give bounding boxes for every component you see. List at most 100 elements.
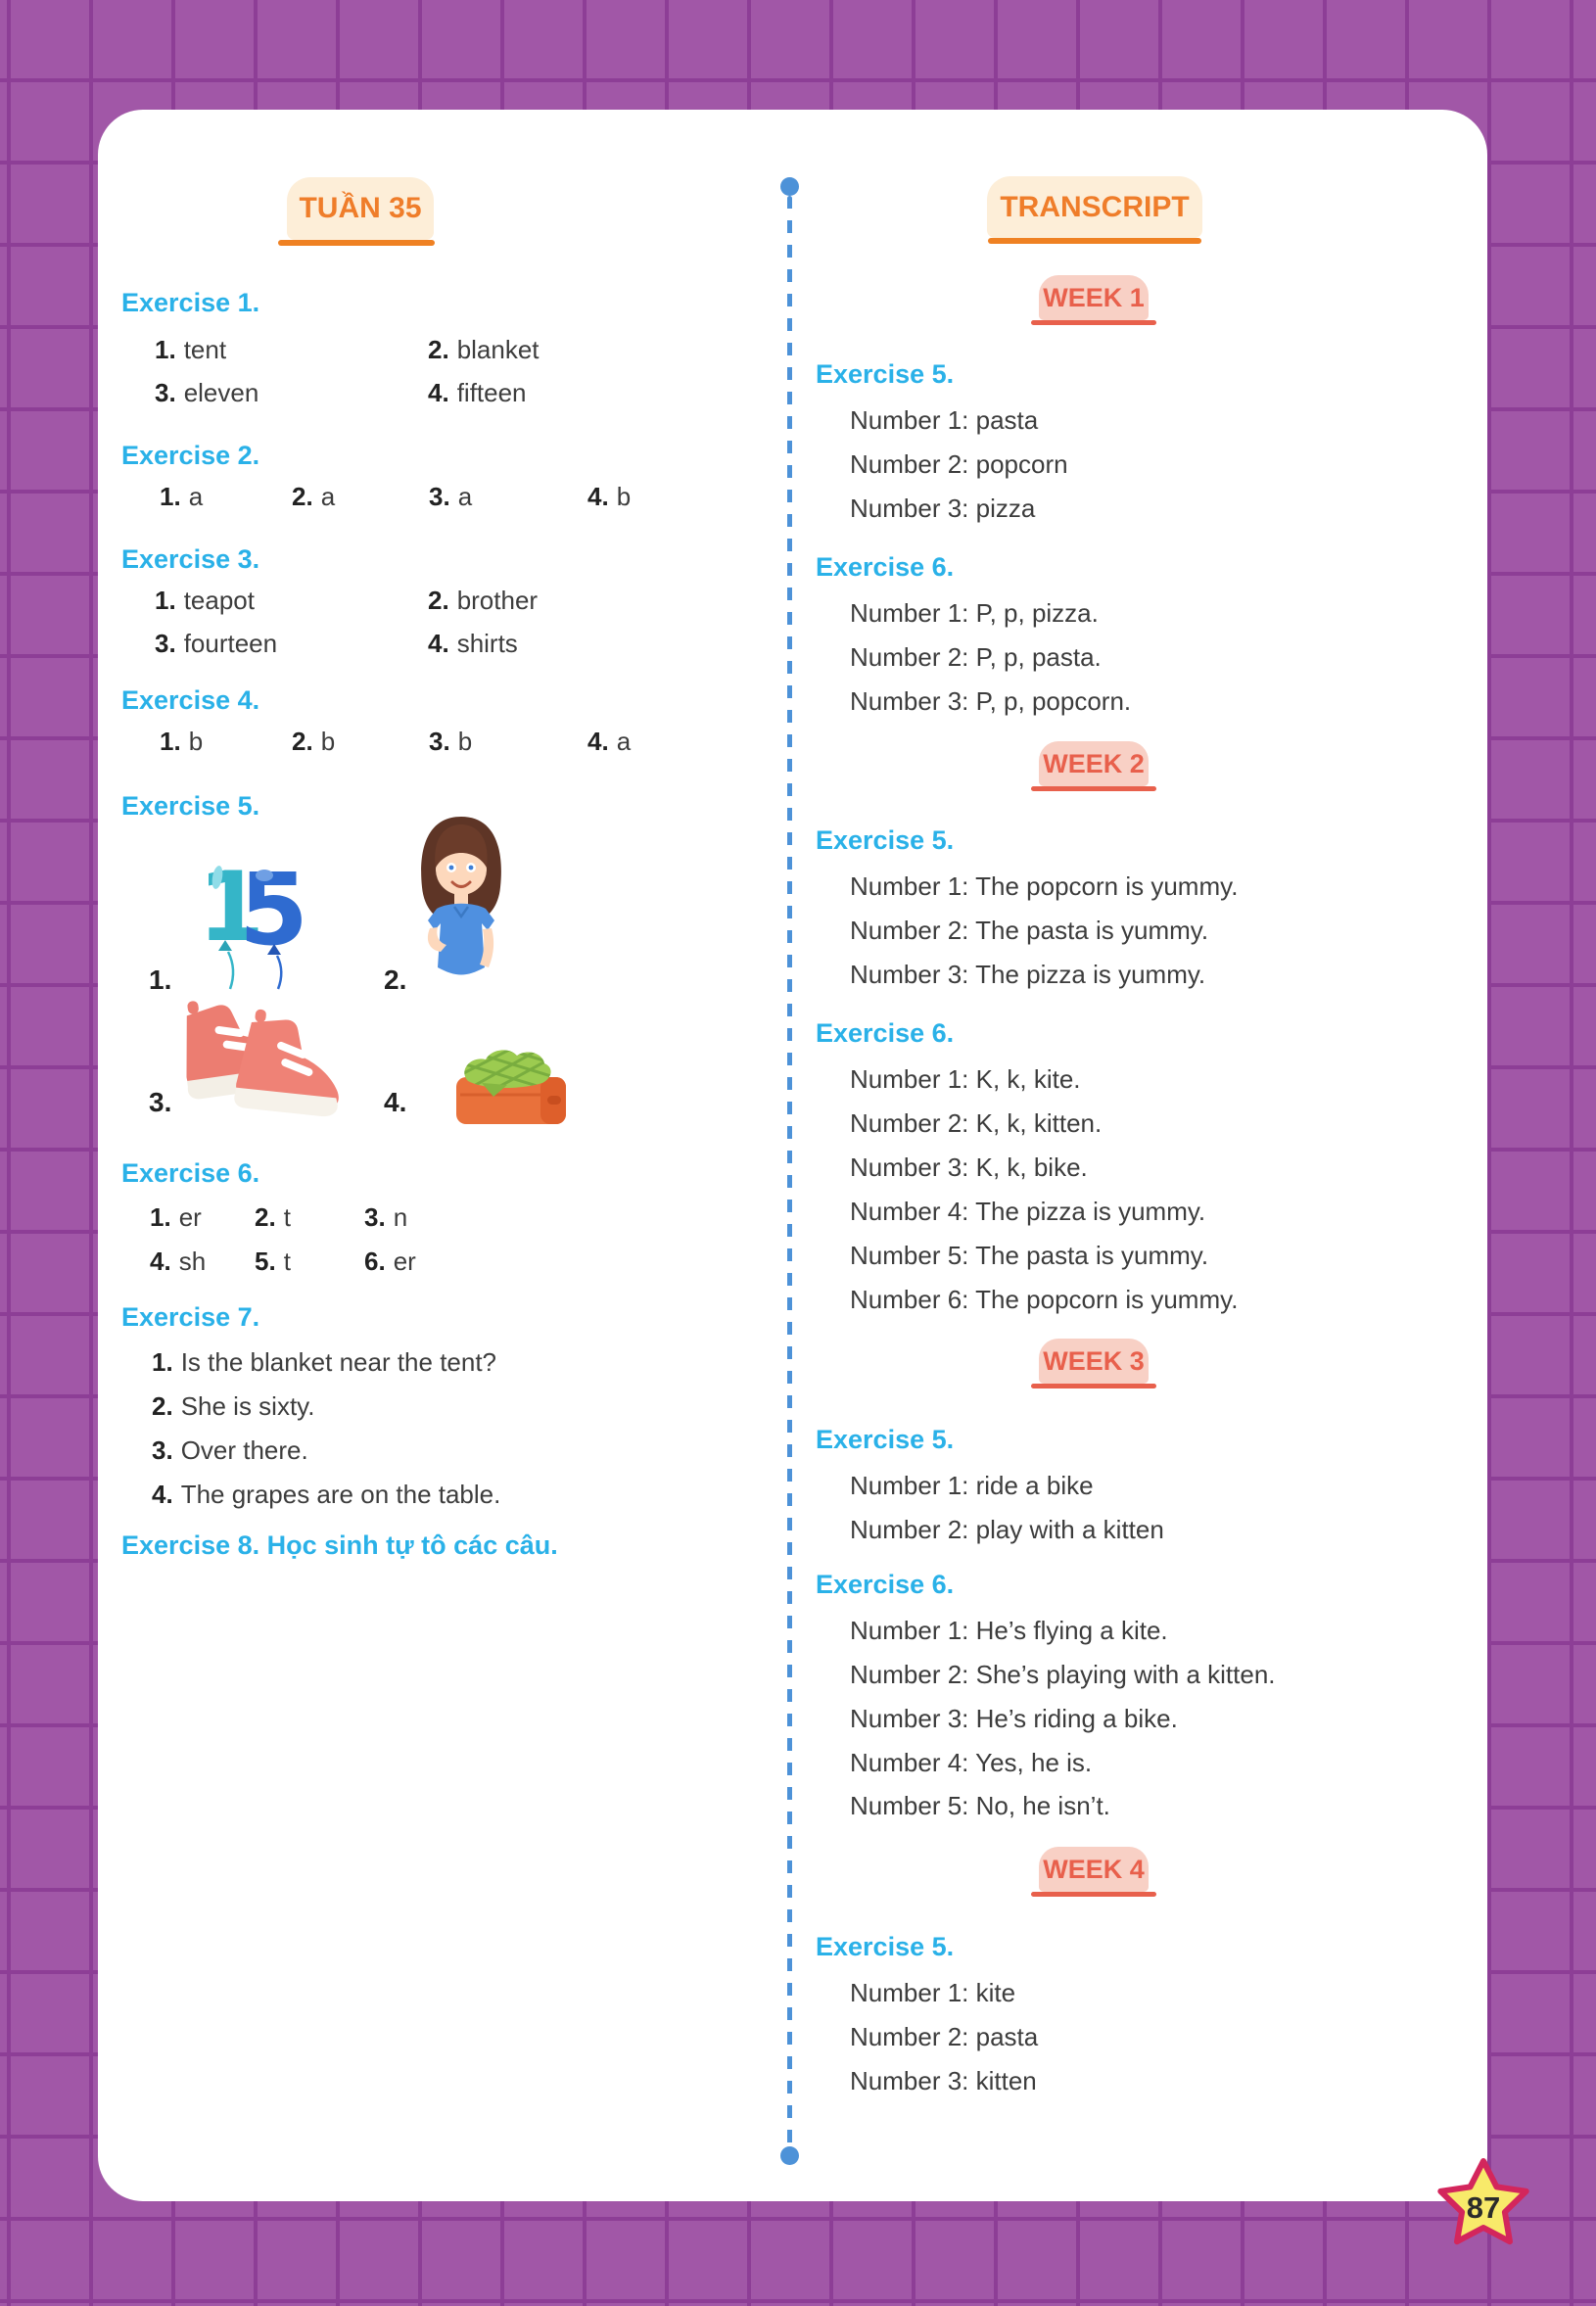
answer-item: 4. b — [587, 482, 631, 512]
answer-number: 4. — [587, 727, 609, 756]
answer-number: 3. — [155, 629, 176, 658]
exercise-8-heading: Exercise 8. Học sinh tự tô các câu. — [121, 1530, 558, 1560]
divider-top-dot — [780, 177, 799, 196]
svg-text:1: 1 — [198, 852, 264, 964]
divider-bottom-dot — [780, 2146, 799, 2165]
answer-text: t — [283, 1202, 291, 1232]
answer-item: 1. b — [160, 727, 203, 757]
transcript-line: Number 3: The pizza is yummy. — [850, 960, 1206, 989]
exercise-3-heading: Exercise 3. — [121, 544, 260, 574]
answer-item: 4. The grapes are on the table. — [152, 1480, 500, 1510]
answer-number: 1. — [155, 335, 176, 364]
answer-item: 1. tent — [155, 335, 226, 365]
week4-exercise-5-heading: Exercise 5. — [816, 1932, 955, 1961]
answer-number: 1. — [152, 1347, 173, 1377]
week-1-badge-underline — [1031, 320, 1156, 325]
picture-label: 4. — [384, 1087, 407, 1117]
answer-text: tent — [183, 335, 227, 364]
answer-item: 3. a — [429, 482, 472, 512]
answer-item: 2. brother — [428, 586, 538, 616]
answer-item: 1. a — [160, 482, 203, 512]
answer-number: 4. — [587, 482, 609, 511]
answer-item: 3. b — [429, 727, 472, 757]
answer-item: 1. Is the blanket near the tent? — [152, 1347, 496, 1378]
answer-text: er — [178, 1202, 202, 1232]
answer-text: sh — [178, 1247, 207, 1276]
answer-number: 2. — [292, 727, 313, 756]
transcript-line: Number 2: She’s playing with a kitten. — [850, 1660, 1276, 1689]
answer-item: 3. n — [364, 1202, 407, 1233]
balloon-number-15-image: 1 5 — [198, 852, 308, 990]
transcript-line: Number 3: pizza — [850, 494, 1036, 523]
week-3-badge-underline — [1031, 1384, 1156, 1388]
answer-text: fourteen — [183, 629, 278, 658]
answer-text: Over there. — [180, 1435, 308, 1465]
answer-number: 4. — [150, 1247, 171, 1276]
picture-label: 1. — [149, 965, 172, 995]
week-1-badge-label: WEEK 1 — [1043, 282, 1145, 312]
week-3-badge: WEEK 3 — [1039, 1339, 1149, 1384]
transcript-line: Number 4: Yes, he is. — [850, 1748, 1093, 1777]
answer-number: 4. — [428, 378, 449, 407]
answer-text: blanket — [456, 335, 540, 364]
folded-blanket-image — [456, 1050, 566, 1124]
answer-text: b — [188, 727, 204, 756]
answer-text: b — [457, 727, 473, 756]
exercise-6-heading: Exercise 6. — [121, 1158, 260, 1188]
week-35-badge-label: TUẦN 35 — [299, 192, 422, 224]
transcript-line: Number 3: P, p, popcorn. — [850, 686, 1132, 716]
picture-label: 3. — [149, 1087, 172, 1117]
answer-text: She is sixty. — [180, 1391, 315, 1421]
answer-text: fifteen — [456, 378, 527, 407]
page-number: 87 — [1467, 2190, 1500, 2225]
answer-text: eleven — [183, 378, 259, 407]
transcript-line: Number 1: The popcorn is yummy. — [850, 871, 1239, 901]
worksheet-card — [98, 110, 1487, 2201]
answer-number: 3. — [152, 1435, 173, 1465]
answer-number: 5. — [255, 1247, 276, 1276]
transcript-line: Number 2: popcorn — [850, 449, 1068, 479]
answer-text: Is the blanket near the tent? — [180, 1347, 497, 1377]
answer-number: 2. — [292, 482, 313, 511]
week3-exercise-5-heading: Exercise 5. — [816, 1425, 955, 1454]
transcript-badge: TRANSCRIPT — [987, 176, 1202, 238]
answer-item: 6. er — [364, 1247, 416, 1277]
week-4-badge-label: WEEK 4 — [1043, 1854, 1145, 1884]
transcript-badge-underline — [988, 238, 1201, 244]
exercise-5-heading: Exercise 5. — [121, 791, 260, 821]
answer-text: a — [320, 482, 336, 511]
sneakers-image — [186, 1001, 339, 1117]
transcript-line: Number 3: K, k, bike. — [850, 1153, 1088, 1182]
answer-item: 2. blanket — [428, 335, 540, 365]
answer-text: n — [393, 1202, 408, 1232]
answer-number: 6. — [364, 1247, 386, 1276]
divider-dashed-line — [787, 196, 792, 2149]
week-2-badge-label: WEEK 2 — [1043, 748, 1145, 778]
answer-number: 2. — [428, 335, 449, 364]
transcript-badge-label: TRANSCRIPT — [1000, 190, 1190, 223]
answer-item: 3. Over there. — [152, 1435, 308, 1466]
exercise-7-heading: Exercise 7. — [121, 1302, 260, 1332]
transcript-line: Number 1: kite — [850, 1978, 1016, 2007]
picture-label: 2. — [384, 965, 407, 995]
week-1-badge: WEEK 1 — [1039, 275, 1149, 320]
transcript-line: Number 1: He’s flying a kite. — [850, 1616, 1168, 1645]
answer-text: a — [188, 482, 204, 511]
answer-item: 1. er — [150, 1202, 202, 1233]
answer-text: er — [393, 1247, 416, 1276]
answer-item: 4. sh — [150, 1247, 206, 1277]
transcript-line: Number 6: The popcorn is yummy. — [850, 1285, 1239, 1314]
answer-text: a — [616, 727, 632, 756]
answer-item: 1. teapot — [155, 586, 255, 616]
transcript-line: Number 1: K, k, kite. — [850, 1064, 1081, 1094]
answer-item: 3. eleven — [155, 378, 258, 408]
answer-text: shirts — [456, 629, 518, 658]
answer-item: 2. b — [292, 727, 335, 757]
week-2-badge: WEEK 2 — [1039, 741, 1149, 786]
answer-number: 4. — [152, 1480, 173, 1509]
week-2-badge-underline — [1031, 786, 1156, 791]
answer-number: 2. — [428, 586, 449, 615]
answer-number: 1. — [155, 586, 176, 615]
answer-text: b — [616, 482, 632, 511]
exercise-4-heading: Exercise 4. — [121, 685, 260, 715]
